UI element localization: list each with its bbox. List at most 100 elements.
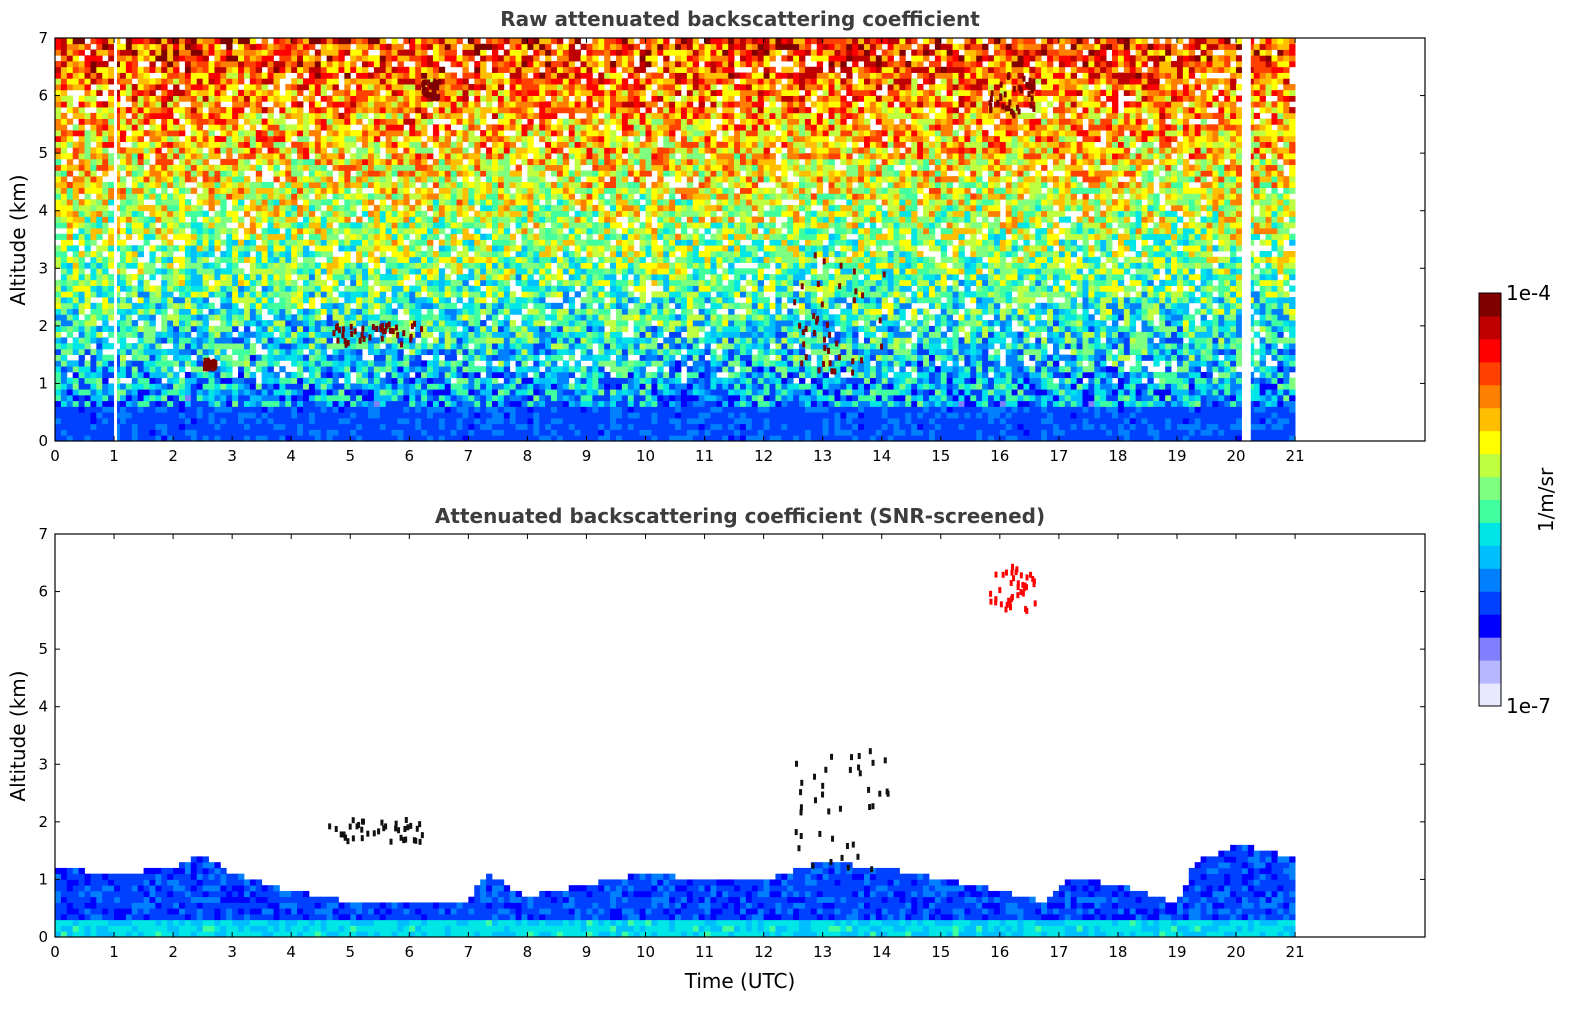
heatmap-cell [143, 297, 150, 304]
heatmap-cell [356, 302, 363, 309]
heatmap-cell [356, 193, 363, 200]
heatmap-cell [102, 107, 109, 114]
heatmap-cell [474, 61, 481, 68]
heatmap-cell [509, 291, 517, 298]
heatmap-cell [356, 377, 363, 384]
heatmap-cell [303, 78, 310, 85]
heatmap-cell [397, 383, 404, 390]
heatmap-cell [450, 245, 457, 252]
heatmap-cell [350, 245, 357, 252]
heatmap-cell [486, 268, 493, 275]
heatmap-cell [297, 112, 304, 119]
heatmap-cell [249, 302, 257, 309]
heatmap-cell [332, 66, 339, 73]
heatmap-cell [208, 233, 215, 240]
heatmap-cell [55, 89, 62, 96]
heatmap-cell [66, 55, 74, 62]
heatmap-cell [409, 423, 416, 430]
heatmap-cell [190, 360, 198, 367]
heatmap-cell [432, 302, 440, 309]
heatmap-cell [486, 400, 493, 407]
heatmap-cell [161, 199, 168, 206]
heatmap-cell [344, 141, 351, 148]
heatmap-cell [385, 130, 392, 137]
heatmap-cell [220, 141, 227, 148]
heatmap-cell [515, 429, 522, 436]
heatmap-cell [84, 55, 91, 62]
heatmap-cell [208, 302, 215, 309]
heatmap-cell [125, 251, 133, 258]
heatmap-cell [137, 394, 144, 402]
heatmap-cell [297, 331, 304, 338]
heatmap-cell [308, 400, 316, 407]
heatmap-cell [350, 153, 357, 160]
heatmap-cell [131, 66, 139, 73]
heatmap-cell [480, 187, 487, 194]
heatmap-cell [243, 331, 251, 338]
heatmap-cell [491, 49, 499, 56]
heatmap-cell [261, 360, 268, 367]
heatmap-cell [367, 176, 375, 183]
heatmap-cell [119, 360, 127, 367]
heatmap-cell [72, 55, 80, 62]
heatmap-cell [367, 227, 375, 235]
heatmap-cell [232, 107, 239, 114]
heatmap-cell [314, 308, 322, 315]
heatmap-cell [509, 66, 517, 73]
heatmap-cell [314, 199, 322, 206]
heatmap-cell [521, 279, 528, 286]
heatmap-cell [367, 107, 375, 114]
heatmap-cell [415, 147, 422, 154]
heatmap-cell [66, 348, 74, 356]
heatmap-cell [90, 72, 97, 79]
heatmap-cell [432, 371, 440, 379]
heatmap-cell [497, 274, 505, 281]
heatmap-cell [373, 423, 381, 430]
heatmap-cell [161, 383, 168, 390]
heatmap-cell [267, 107, 274, 114]
heatmap-cell [273, 187, 280, 194]
heatmap-cell [184, 274, 192, 281]
heatmap-cell [432, 262, 440, 269]
heatmap-cell [326, 389, 333, 396]
heatmap-cell [279, 331, 286, 338]
heatmap-cell [161, 366, 168, 373]
heatmap-cell [78, 337, 85, 344]
heatmap-cell [226, 84, 233, 91]
heatmap-cell [190, 124, 198, 131]
heatmap-cell [149, 302, 156, 309]
heatmap-cell [167, 199, 174, 206]
heatmap-cell [208, 101, 215, 108]
heatmap-cell [167, 371, 174, 379]
heatmap-cell [55, 38, 62, 45]
heatmap-cell [480, 400, 487, 407]
heatmap-cell [255, 78, 263, 85]
heatmap-cell [403, 417, 410, 425]
heatmap-cell [338, 348, 345, 356]
heatmap-cell [167, 302, 174, 309]
heatmap-cell [143, 239, 150, 246]
heatmap-cell [438, 187, 446, 194]
heatmap-cell [480, 170, 487, 177]
heatmap-cell [468, 118, 475, 125]
heatmap-cell [438, 291, 446, 298]
heatmap-cell [456, 371, 463, 379]
heatmap-cell [108, 38, 115, 45]
heatmap-cell [102, 43, 109, 50]
heatmap-cell [232, 95, 239, 102]
heatmap-cell [379, 66, 387, 73]
heatmap-cell [220, 429, 227, 436]
heatmap-cell [367, 371, 375, 379]
heatmap-cell [503, 291, 511, 298]
heatmap-cell [55, 429, 62, 436]
heatmap-cell [196, 297, 204, 304]
heatmap-cell [515, 124, 522, 131]
heatmap-cell [208, 107, 215, 114]
heatmap-cell [291, 256, 298, 263]
heatmap-cell [90, 61, 97, 68]
heatmap-cell [202, 279, 209, 286]
heatmap-cell [503, 78, 511, 85]
heatmap-cell [409, 262, 416, 269]
heatmap-cell [137, 199, 144, 206]
heatmap-cell [356, 118, 363, 125]
